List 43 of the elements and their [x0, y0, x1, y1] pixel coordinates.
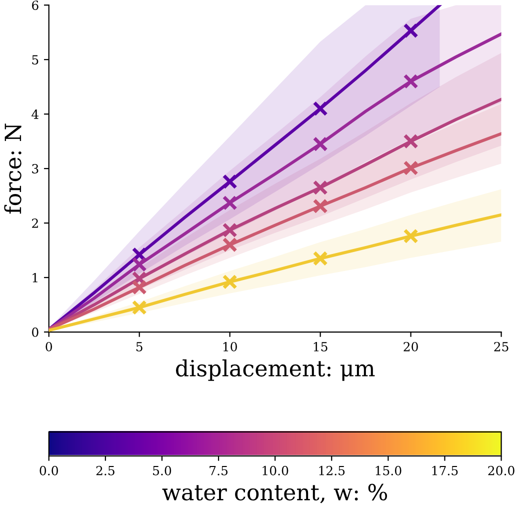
y-tick-label: 0 [32, 327, 38, 337]
color-bar-label: 0.0 [40, 466, 58, 476]
x-tick-label: 15 [314, 342, 328, 352]
x-tick-label: 20 [404, 342, 418, 352]
point [132, 280, 147, 295]
color-bar-label: 20.0 [488, 466, 514, 476]
color-bar-label: 7.5 [210, 466, 228, 476]
point [222, 195, 238, 210]
point [132, 300, 147, 316]
color-bar-title: water content, w: % [162, 484, 388, 504]
color-bar-label: 5.0 [153, 466, 172, 476]
point [222, 274, 238, 290]
x-tick-label: 10 [223, 342, 237, 352]
color-bar-label: 17.5 [432, 466, 458, 476]
point [312, 180, 328, 196]
color-bar-label: 10.0 [262, 466, 288, 476]
x-axis-title: displacement: μm [176, 359, 375, 381]
y-tick-label: 3 [32, 164, 38, 174]
y-tick-label: 6 [32, 0, 38, 10]
point [222, 174, 238, 190]
color-bar-label: 15.0 [376, 466, 402, 476]
point [403, 74, 418, 89]
point [403, 160, 418, 176]
point [403, 134, 418, 149]
point [312, 101, 328, 116]
color-bar-label: 2.5 [96, 466, 114, 476]
point [312, 250, 328, 266]
color-bar-label: 12.5 [319, 466, 345, 476]
y-tick-label: 2 [32, 218, 38, 228]
x-tick-label: 5 [136, 342, 142, 352]
point [312, 136, 328, 152]
point [222, 237, 238, 252]
y-tick-label: 5 [32, 55, 38, 65]
point [403, 228, 418, 244]
y-axis-title: force: N [4, 124, 22, 214]
x-tick-label: 0 [46, 342, 52, 352]
point [403, 23, 418, 38]
y-tick-label: 4 [32, 110, 39, 119]
point [222, 222, 238, 238]
point [132, 256, 147, 272]
point [312, 198, 328, 214]
x-tick-label: 25 [494, 342, 508, 352]
y-tick-label: 1 [32, 272, 38, 282]
